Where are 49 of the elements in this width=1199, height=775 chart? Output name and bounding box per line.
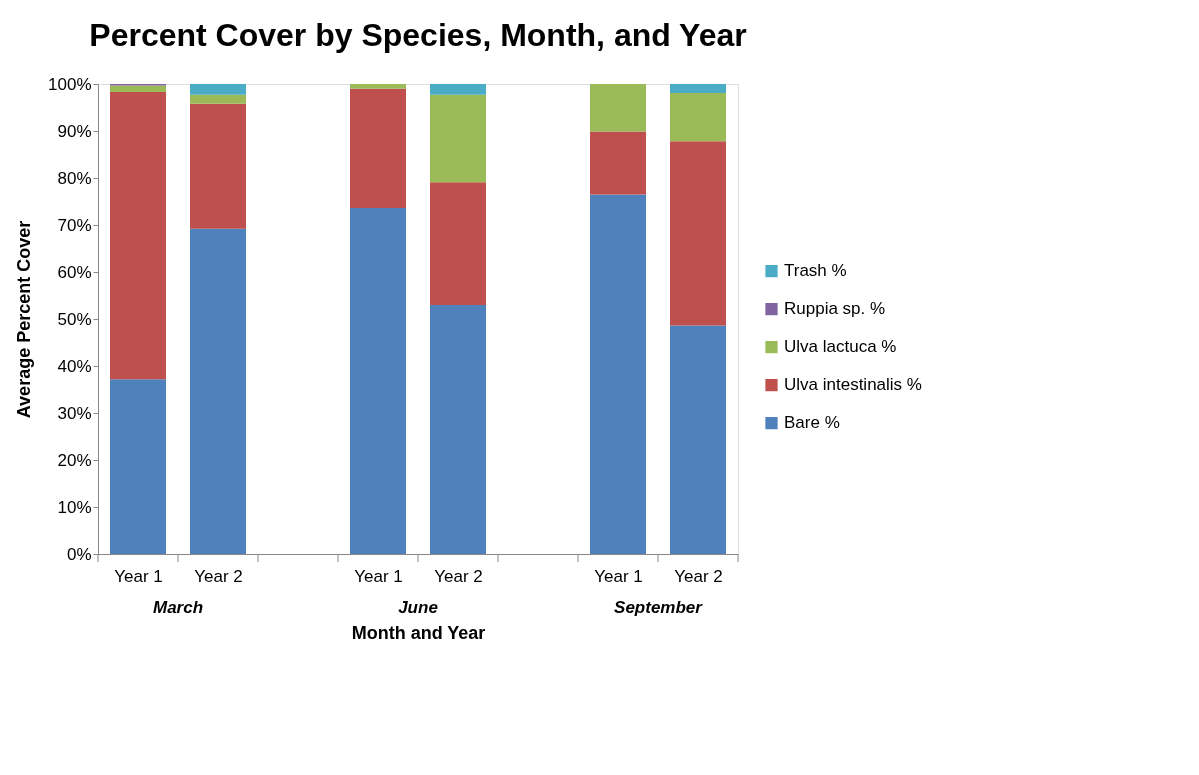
bar: [670, 141, 726, 326]
bar: [350, 84, 406, 89]
y-tick-label: 10%: [57, 497, 92, 517]
legend-label: Trash %: [784, 261, 847, 281]
x-tick-label: Year 2: [434, 566, 483, 586]
y-tick-label: 70%: [57, 215, 92, 235]
bar: [430, 304, 486, 554]
text: March: [152, 598, 204, 617]
y-tick-label: 90%: [57, 121, 92, 141]
bar: [590, 84, 646, 132]
text: June: [398, 598, 438, 617]
y-tick-label: 50%: [57, 309, 92, 329]
bar: [110, 379, 166, 554]
x-tick-label: Year 1: [114, 566, 163, 586]
chart-title: Percent Cover by Species, Month, and Year: [89, 17, 747, 53]
bar: [670, 325, 726, 554]
y-tick-label: 100%: [48, 74, 92, 94]
bar: [190, 228, 246, 554]
bar: [430, 182, 486, 305]
y-axis-title: Average Percent Cover: [14, 220, 35, 419]
x-axis-title: Month and Year: [351, 622, 486, 643]
y-tick-label: 20%: [57, 450, 92, 470]
y-tick-label: 80%: [57, 168, 92, 188]
bar: [190, 103, 246, 229]
bar: [590, 131, 646, 195]
bar: [430, 94, 486, 183]
legend-label: Ulva lactuca %: [784, 337, 897, 357]
bar: [590, 194, 646, 554]
bar: [670, 84, 726, 93]
bar: [430, 84, 486, 95]
bar: [350, 88, 406, 209]
x-tick-label: Year 1: [594, 566, 643, 586]
bar: [110, 85, 166, 92]
x-tick-label: Year 2: [194, 566, 243, 586]
legend-label: Bare %: [784, 413, 840, 433]
legend-label: Ruppia sp. %: [784, 299, 886, 319]
y-tick-label: 0%: [66, 544, 92, 564]
bar: [190, 84, 246, 95]
x-tick-label: Year 1: [354, 566, 403, 586]
bar: [190, 94, 246, 104]
y-tick-label: 40%: [57, 356, 92, 376]
legend-label: Ulva intestinalis %: [784, 375, 922, 395]
bar: [110, 91, 166, 380]
y-tick-label: 30%: [57, 403, 92, 423]
text: September: [614, 598, 704, 617]
x-tick-label: Year 2: [674, 566, 723, 586]
bar: [350, 208, 406, 554]
bar: [670, 92, 726, 142]
y-tick-label: 60%: [57, 262, 92, 282]
